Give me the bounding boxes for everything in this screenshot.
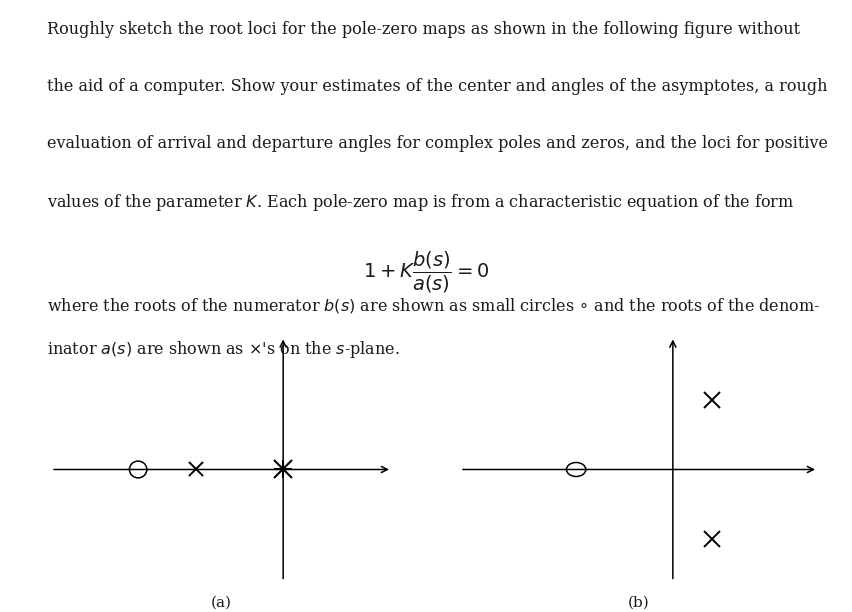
- Text: (a): (a): [211, 596, 232, 610]
- Text: the aid of a computer. Show your estimates of the center and angles of the asymp: the aid of a computer. Show your estimat…: [47, 78, 827, 95]
- Text: Roughly sketch the root loci for the pole-zero maps as shown in the following fi: Roughly sketch the root loci for the pol…: [47, 21, 800, 39]
- Text: where the roots of the numerator $b(s)$ are shown as small circles $\circ$ and t: where the roots of the numerator $b(s)$ …: [47, 296, 820, 315]
- Text: $1 + K\dfrac{b(s)}{a(s)} = 0$: $1 + K\dfrac{b(s)}{a(s)} = 0$: [363, 250, 489, 296]
- Text: inator $a(s)$ are shown as $\times$'s on the $s$-plane.: inator $a(s)$ are shown as $\times$'s on…: [47, 339, 400, 360]
- Text: evaluation of arrival and departure angles for complex poles and zeros, and the : evaluation of arrival and departure angl…: [47, 135, 828, 152]
- Text: values of the parameter $K$. Each pole-zero map is from a characteristic equatio: values of the parameter $K$. Each pole-z…: [47, 192, 794, 213]
- Text: (b): (b): [628, 596, 650, 610]
